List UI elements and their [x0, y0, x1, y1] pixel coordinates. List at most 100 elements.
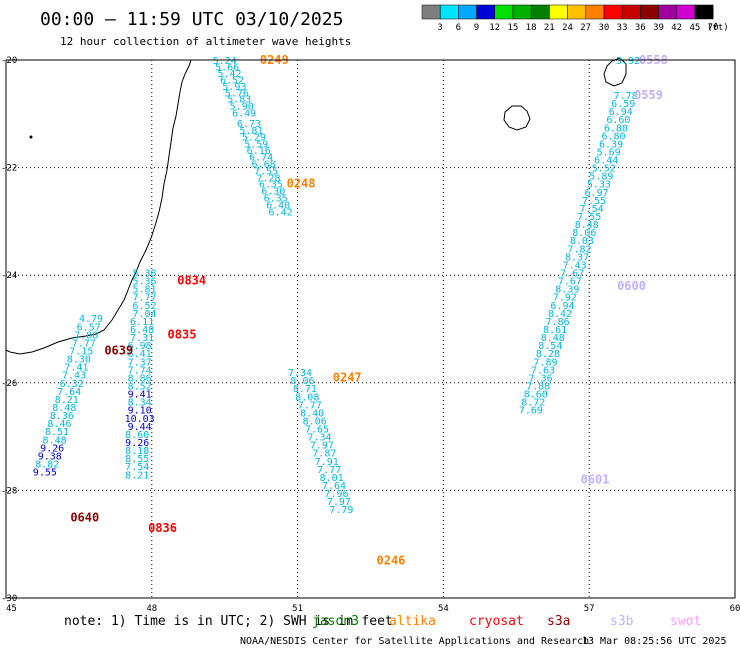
- wave-height-value: 7.36: [529, 373, 553, 384]
- colorbar-tick-label: 9: [474, 23, 479, 33]
- wave-height-value: 9.41: [128, 390, 152, 401]
- wave-height-value: 8.48: [43, 435, 67, 446]
- colorbar-tick-label: 30: [598, 23, 609, 33]
- colorbar-swatch: [549, 4, 568, 20]
- wave-height-value: 6.48: [130, 325, 154, 336]
- y-tick-label: -26: [1, 379, 17, 389]
- wave-height-value: 8.34: [128, 398, 152, 409]
- wave-height-value: 7.31: [130, 333, 154, 344]
- wave-height-value: 6.40: [266, 201, 290, 212]
- wave-height-value: 7.34: [307, 433, 331, 444]
- pass-label: 0247: [333, 370, 362, 384]
- wave-height-value: 6.49: [232, 109, 256, 120]
- x-tick-label: 60: [730, 604, 740, 614]
- wave-height-value: 8.48: [52, 403, 76, 414]
- wave-height-value: 5.29: [242, 132, 266, 143]
- wave-height-value: 7.97: [327, 497, 351, 508]
- colorbar-swatch: [603, 4, 623, 20]
- wave-height-value: 7.67: [558, 277, 582, 288]
- wave-height-value: 8.48: [541, 333, 565, 344]
- colorbar-tick-label: 15: [507, 23, 518, 33]
- wave-height-value: 8.46: [47, 419, 71, 430]
- wave-height-value: 5.76: [225, 88, 249, 99]
- pass-label: 0248: [287, 177, 316, 191]
- colorbar-swatch: [658, 4, 678, 20]
- wave-height-value: 7.79: [329, 505, 353, 516]
- wave-height-value: 7.43: [563, 260, 587, 271]
- wave-height-value: 6.94: [609, 107, 633, 118]
- wave-height-value: 7.64: [57, 387, 81, 398]
- wave-height-value: 7.54: [125, 462, 149, 473]
- colorbar-swatch: [530, 4, 550, 20]
- pass-label: 0559: [634, 88, 663, 102]
- wave-height-value: 8.60: [524, 390, 548, 401]
- legend-s3a: s3a: [547, 614, 570, 629]
- pass-label: 0246: [377, 553, 406, 567]
- wave-height-value: 6.44: [594, 156, 618, 167]
- wave-height-value: 9.38: [38, 451, 62, 462]
- colorbar-swatch: [621, 4, 641, 20]
- pass-label: 0639: [104, 344, 133, 358]
- wave-height-value: 6.41: [128, 349, 152, 360]
- legend-cryosat: cryosat: [469, 614, 524, 629]
- wave-height-value: 8.71: [293, 384, 317, 395]
- wave-height-value: 6.57: [77, 322, 101, 333]
- colorbar-tick-label: 12: [489, 23, 500, 33]
- wave-height-value: 7.80: [74, 330, 98, 341]
- pass-label: 0601: [581, 473, 610, 487]
- wave-height-value: 9.26: [40, 443, 64, 454]
- map-area: 5.245.665.426.525.935.765.835.906.496.73…: [1, 53, 740, 614]
- pass-labels: 0249024802470246083408350836063906400558…: [70, 53, 668, 567]
- wave-height-value: 5.66: [215, 62, 239, 73]
- wave-height-value: 7.77: [298, 400, 322, 411]
- wave-height-value: 5.24: [213, 56, 237, 67]
- x-tick-label: 45: [6, 604, 17, 614]
- page-title: 00:00 — 11:59 UTC 03/10/2025: [40, 9, 343, 30]
- wave-height-value: 6.11: [130, 317, 154, 328]
- wave-height-value: 7.55: [254, 166, 278, 177]
- madagascar-coastline: [5, 59, 192, 355]
- wave-height-value: 7.77: [72, 338, 96, 349]
- map-border: [5, 59, 736, 599]
- wave-height-value: 8.51: [45, 427, 69, 438]
- wave-height-value: 6.42: [269, 208, 293, 219]
- colorbar-swatch: [676, 4, 696, 20]
- colorbar-unit: (ft): [707, 23, 729, 33]
- colorbar-tick-label: 27: [580, 23, 591, 33]
- wave-height-value: 8.03: [570, 236, 594, 247]
- wave-height-value: 8.21: [125, 470, 149, 481]
- wave-height-value: 8.40: [300, 408, 324, 419]
- wave-height-value: 7.78: [614, 91, 638, 102]
- colorbar-swatch: [585, 4, 605, 20]
- track-values: 5.245.665.426.525.935.765.835.906.496.73…: [33, 56, 640, 516]
- map-gridlines: [6, 60, 735, 598]
- wave-height-value: 8.60: [125, 430, 149, 441]
- y-tick-label: -24: [1, 271, 17, 281]
- wave-height-value: 8.06: [290, 376, 314, 387]
- wave-height-value: 7.69: [519, 406, 543, 417]
- wave-height-value: 8.08: [295, 392, 319, 403]
- wave-height-value: 7.34: [288, 368, 312, 379]
- y-tick-label: -28: [1, 486, 17, 496]
- wave-height-value: 7.37: [128, 357, 152, 368]
- wave-height-value: 9.10: [128, 406, 152, 417]
- wave-height-value: 8.52: [128, 381, 152, 392]
- wave-height-value: 7.28: [256, 173, 280, 184]
- wave-height-value: 5.81: [239, 126, 263, 137]
- pass-label: 0835: [168, 327, 197, 341]
- wave-height-value: 7.63: [531, 365, 555, 376]
- x-tick-label: 57: [584, 604, 595, 614]
- wave-height-value: 6.59: [611, 99, 635, 110]
- wave-height-value: 6.52: [132, 301, 156, 312]
- colorbar-tick-label: 42: [671, 23, 682, 33]
- colorbar-tick-label: 33: [617, 23, 628, 33]
- wave-height-value: 6.32: [60, 379, 84, 390]
- x-tick-labels: 45 48 51 54 57 60: [6, 604, 740, 614]
- wave-height-value: 5.83: [227, 95, 251, 106]
- footer-credit: NOAA/NESDIS Center for Satellite Applica…: [240, 636, 589, 647]
- wave-height-value: 7.89: [533, 357, 557, 368]
- colorbar-tick-label: 21: [544, 23, 555, 33]
- wave-height-value: 8.06: [572, 228, 596, 239]
- wave-height-value: 7.04: [132, 309, 156, 320]
